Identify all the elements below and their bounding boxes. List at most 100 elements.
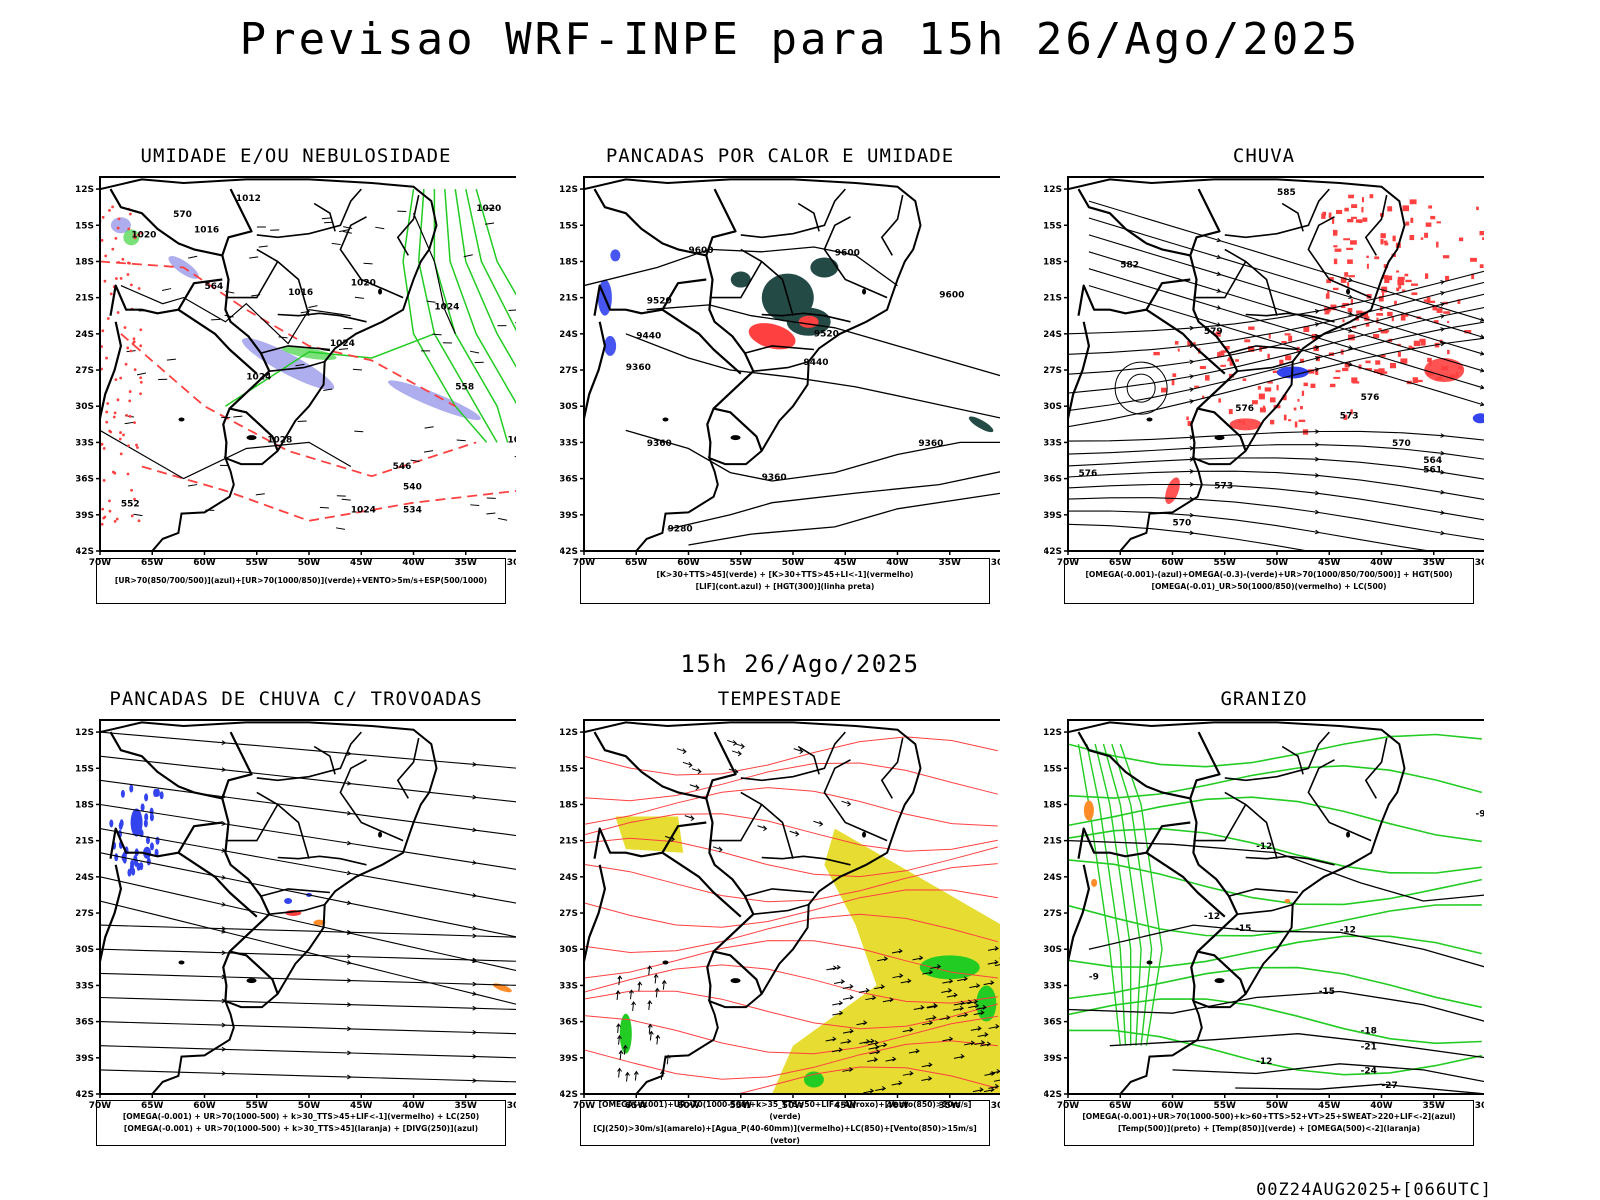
lat-tick-label: 39S [560,511,578,521]
map-panel-1: UMIDADE E/OU NEBULOSIDADE 1016 1012 1020 101… [76,145,516,605]
contour-label: 1024 [434,303,459,313]
lon-tick-label: 60W [1161,558,1184,568]
lon-tick-label: 70W [1057,1101,1080,1111]
contour-label: 9360 [647,439,672,449]
contour-label: -12 [1256,1057,1272,1067]
lat-tick-label: 42S [560,1090,578,1100]
contour-label: 564 [1423,456,1442,466]
lat-tick-label: 33S [560,981,578,991]
contour-label: 540 [403,482,422,492]
contour-label: 576 [1235,404,1254,414]
lon-tick-label: 70W [1057,558,1080,568]
lon-tick-label: 70W [89,1101,112,1111]
contour-label: 534 [403,505,422,515]
lon-tick-label: 65W [625,1101,648,1111]
contour-label: 1020 [351,279,376,289]
map-image: -12 -12 -15 -18 -21 -24 -27 -15 -12 -9 -12 -9 12S 15S… [1044,719,1484,1111]
contour-label: -12 [1256,842,1272,852]
lat-tick-label: 36S [560,1018,578,1028]
contour-label: 585 [1277,188,1296,198]
lon-tick-label: 45W [834,558,857,568]
lat-tick-label: 21S [1044,837,1062,847]
contour-label: 9360 [918,439,943,449]
contour-label: -15 [1235,924,1251,934]
lon-tick-label: 40W [402,558,425,568]
lat-tick-label: 42S [560,547,578,557]
lon-tick-label: 55W [246,1101,269,1111]
contour-label: 1024 [508,435,516,445]
map-panel-5: TEMPESTADE 12S 15S 18S 21S 24S 27S 30S 33S 36S 39S… [560,688,1000,1148]
lon-tick-label: 55W [246,558,269,568]
contour-label: -21 [1361,1042,1377,1052]
contour-label: -12 [1204,912,1220,922]
legend-line: [LIF](cont.azul) + [HGT(300)](linha pret… [695,582,875,591]
lon-tick-label: 35W [455,558,478,568]
lon-tick-label: 30W [507,1101,516,1111]
contour-label: 1020 [476,204,501,214]
legend-line: [OMEGA(-0.001)+UR>70(1000-500)+k>35_TTS>… [598,1100,972,1121]
lon-tick-label: 65W [141,1101,164,1111]
legend-line: [UR>70(850/700/500)](azul)+[UR>70(1000/8… [114,576,488,585]
legend-line: [Temp(500)](preto) + [Temp(850)](verde) … [1117,1124,1421,1133]
lat-tick-label: 21S [560,294,578,304]
lat-tick-label: 39S [76,511,94,521]
contour-label: -9 [1476,810,1484,820]
contour-label: 9280 [668,525,693,535]
lon-tick-label: 70W [573,1101,596,1111]
lat-tick-label: 21S [76,837,94,847]
lon-tick-label: 50W [1266,558,1289,568]
lat-tick-label: 33S [560,438,578,448]
lon-tick-label: 35W [939,1101,962,1111]
contour-label: -9 [1089,972,1099,982]
contour-label: 1024 [246,373,271,383]
lat-tick-label: 27S [76,366,94,376]
lat-tick-label: 15S [1044,221,1062,231]
lon-tick-label: 50W [298,558,321,568]
contour-label: 573 [1340,411,1359,421]
lat-tick-label: 30S [560,402,578,412]
contour-label: 570 [1173,519,1192,529]
lon-tick-label: 50W [782,1101,805,1111]
lat-tick-label: 18S [1044,800,1062,810]
lat-tick-label: 27S [560,366,578,376]
contour-label: 1024 [351,505,376,515]
panel-legend: [K>30+TTS>45](verde) + [K>30+TTS>45+LI<-… [580,558,990,604]
contour-label: -12 [1340,925,1356,935]
lat-tick-label: 39S [1044,1054,1062,1064]
lon-tick-label: 60W [193,1101,216,1111]
contour-label: 9520 [814,329,839,339]
contour-label: 576 [1361,393,1380,403]
lat-tick-label: 18S [1044,257,1062,267]
panel-legend: [UR>70(850/700/500)](azul)+[UR>70(1000/8… [96,558,506,604]
lon-tick-label: 35W [455,1101,478,1111]
lon-tick-label: 45W [350,1101,373,1111]
contour-label: 1028 [267,435,292,445]
lat-tick-label: 21S [560,837,578,847]
lat-tick-label: 24S [1044,330,1062,340]
contour-label: 1016 [194,225,219,235]
lon-tick-label: 30W [1475,1101,1484,1111]
lat-tick-label: 30S [76,945,94,955]
contour-label: 573 [1214,481,1233,491]
contour-label: 9600 [939,291,964,301]
lon-tick-label: 40W [402,1101,425,1111]
lat-tick-label: 36S [76,1018,94,1028]
panel-title: PANCADAS DE CHUVA C/ TROVOADAS [109,688,483,710]
legend-line: [OMEGA(-0.001)-(azul)+OMEGA(-0.3)-(verde… [1085,570,1453,579]
lat-tick-label: 39S [560,1054,578,1064]
lon-tick-label: 30W [991,1101,1000,1111]
lat-tick-label: 30S [560,945,578,955]
main-title: Previsao WRF-INPE para 15h 26/Ago/2025 [239,14,1361,65]
lat-tick-label: 27S [1044,366,1062,376]
lat-tick-label: 30S [76,402,94,412]
lat-tick-label: 15S [76,764,94,774]
lat-tick-label: 36S [1044,475,1062,485]
map-panel-2: PANCADAS POR CALOR E UMIDADE 9600 9520 9440… [560,145,1000,605]
lat-tick-label: 12S [1044,728,1062,738]
contour-label: 1020 [131,230,156,240]
contour-label: -27 [1382,1081,1398,1091]
lat-tick-label: 36S [560,475,578,485]
lon-tick-label: 60W [677,558,700,568]
lat-tick-label: 27S [560,909,578,919]
